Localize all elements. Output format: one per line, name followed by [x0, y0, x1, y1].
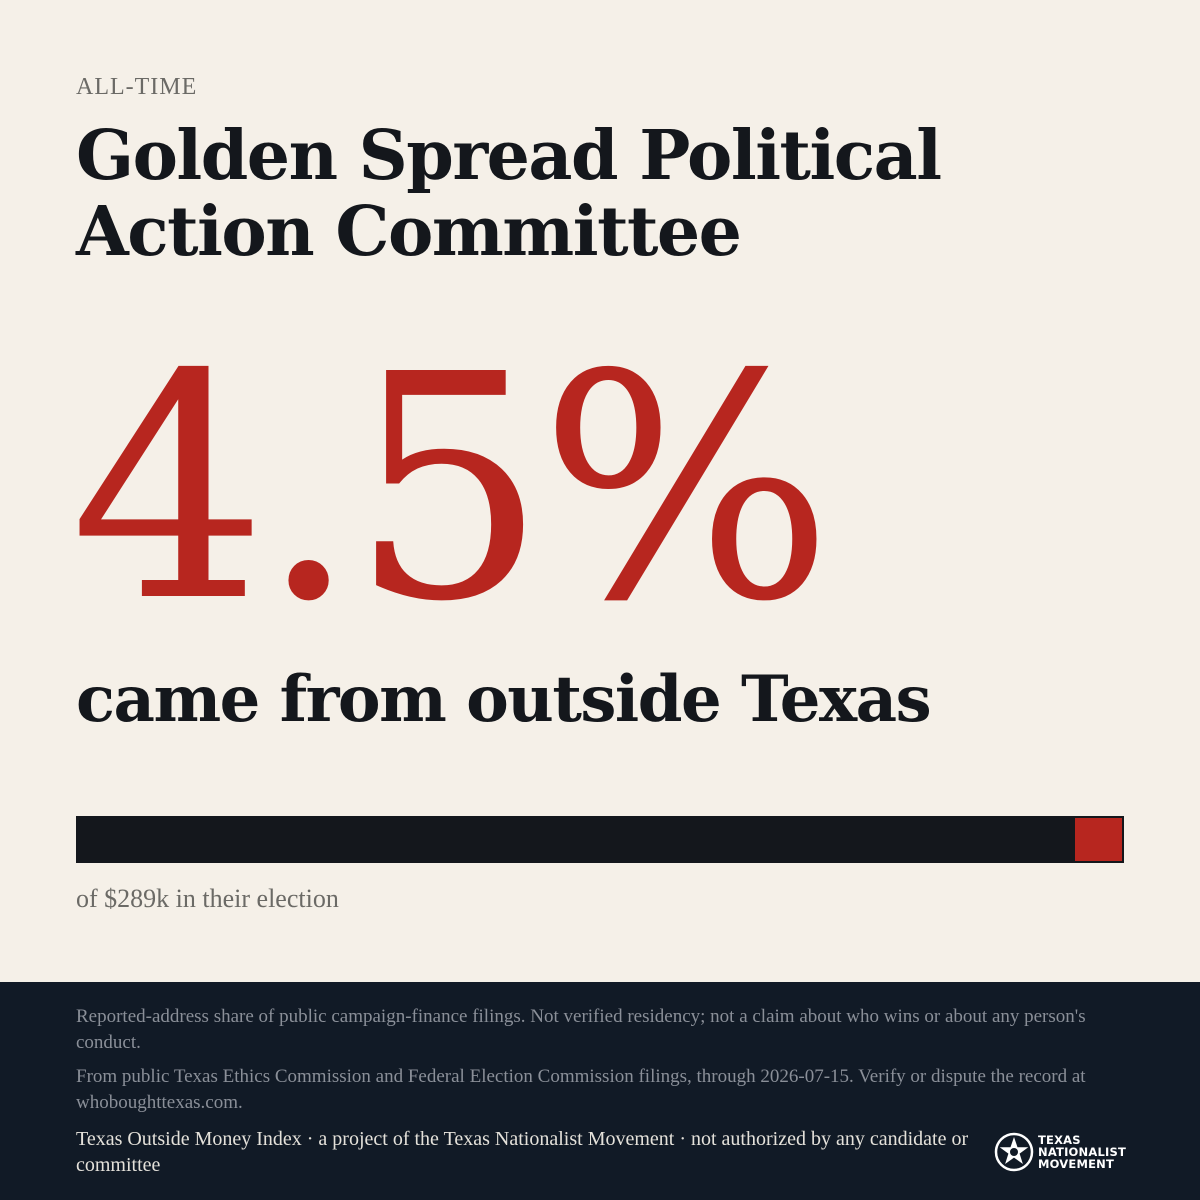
- bar-caption: of $289k in their election: [76, 884, 339, 913]
- logo-text: TEXAS NATIONALIST MOVEMENT: [1038, 1134, 1126, 1170]
- footer: Reported-address share of public campaig…: [0, 982, 1200, 1200]
- star-in-circle-icon: [994, 1132, 1034, 1172]
- source-text: From public Texas Ethics Commission and …: [76, 1066, 1086, 1113]
- share-bar-fill: [1075, 818, 1122, 861]
- credit-text: Texas Outside Money Index · a project of…: [76, 1128, 969, 1176]
- disclaimer-text: Reported-address share of public campaig…: [76, 1006, 1086, 1053]
- tnm-logo: TEXAS NATIONALIST MOVEMENT: [994, 1132, 1126, 1172]
- share-subhead: came from outside Texas: [76, 662, 932, 737]
- eyebrow-label: ALL-TIME: [76, 74, 198, 100]
- share-figure: 4.5%: [70, 309, 834, 670]
- logo-line-1: TEXAS: [1038, 1133, 1081, 1147]
- logo-line-2: NATIONALIST: [1038, 1145, 1126, 1159]
- page-title: Golden Spread Political Action Committee: [76, 116, 942, 272]
- share-bar: [76, 816, 1124, 863]
- logo-line-3: MOVEMENT: [1038, 1157, 1115, 1171]
